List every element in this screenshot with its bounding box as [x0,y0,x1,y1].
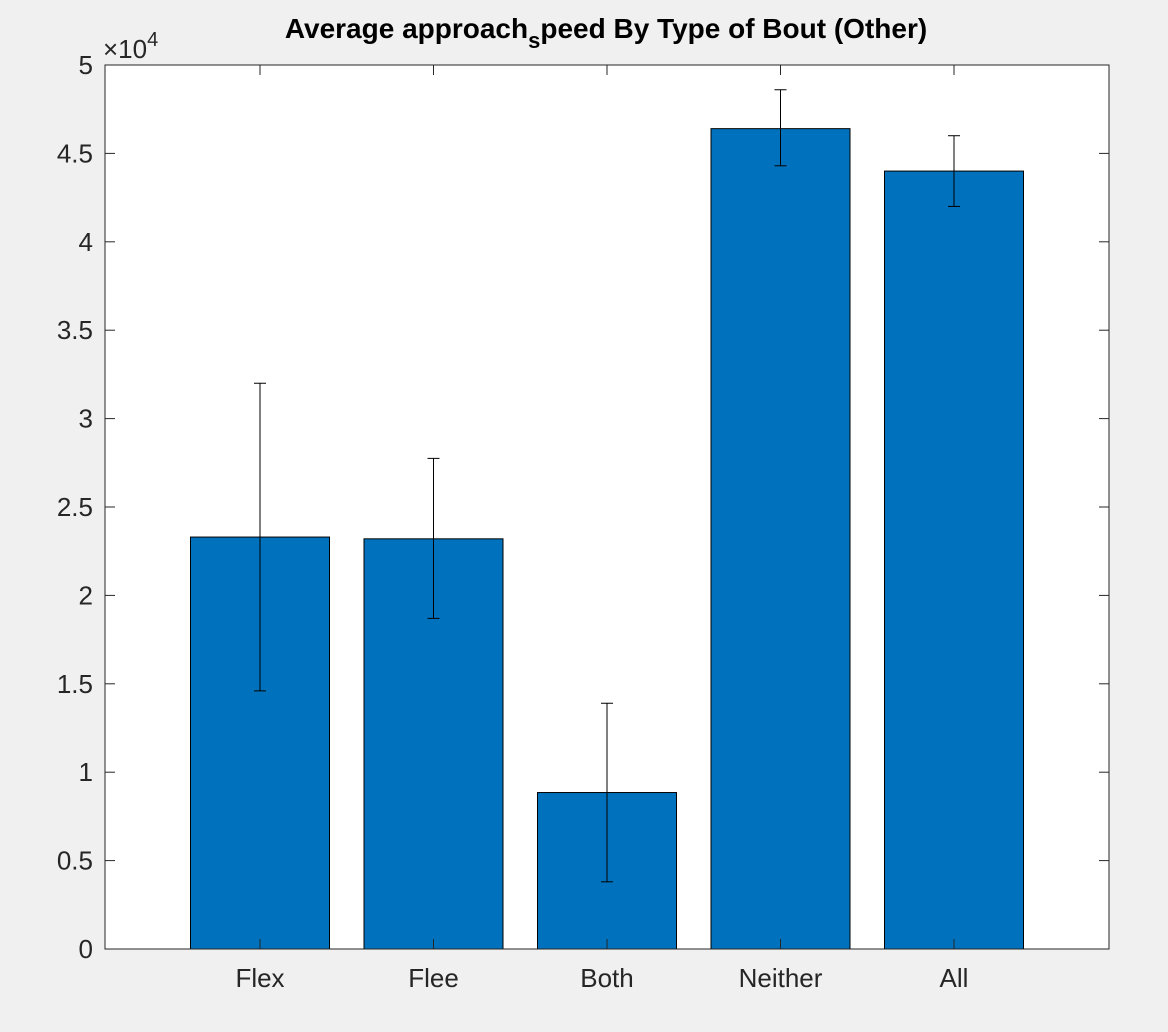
chart-title-main: Average approach [285,13,528,44]
y-tick-label: 1 [79,757,93,787]
y-tick-label: 4 [79,227,93,257]
x-tick-label: Both [580,963,634,993]
y-tick-label: 1.5 [57,669,93,699]
y-axis-multiplier-exponent: 4 [147,29,158,51]
chart-title-subscript: s [528,28,540,53]
chart-title: Average approachspeed By Type of Bout (O… [285,13,927,53]
y-ticks-group: 0 0.5 1 1.5 2 2.5 3 3.5 4 4.5 5 [57,50,1109,964]
y-tick-label: 4.5 [57,138,93,168]
x-tick-label: Flee [408,963,459,993]
y-tick-label: 2 [79,580,93,610]
y-tick-label: 2.5 [57,492,93,522]
bar-all [884,170,1024,950]
y-axis-multiplier-base: ×10 [103,34,147,64]
y-axis-multiplier: ×104 [103,29,158,64]
chart-title-rest: peed By Type of Bout (Other) [540,13,927,44]
x-ticks-group: Flex Flee Both Neither All [235,65,968,993]
x-tick-label: Neither [739,963,823,993]
x-tick-label: Flex [235,963,284,993]
y-tick-label: 3 [79,404,93,434]
y-tick-label: 3.5 [57,315,93,345]
x-tick-label: All [940,963,969,993]
y-tick-label: 0.5 [57,846,93,876]
error-bars-group [254,89,960,883]
y-tick-label: 5 [79,50,93,80]
y-tick-label: 0 [79,934,93,964]
bar-neither [710,128,851,950]
